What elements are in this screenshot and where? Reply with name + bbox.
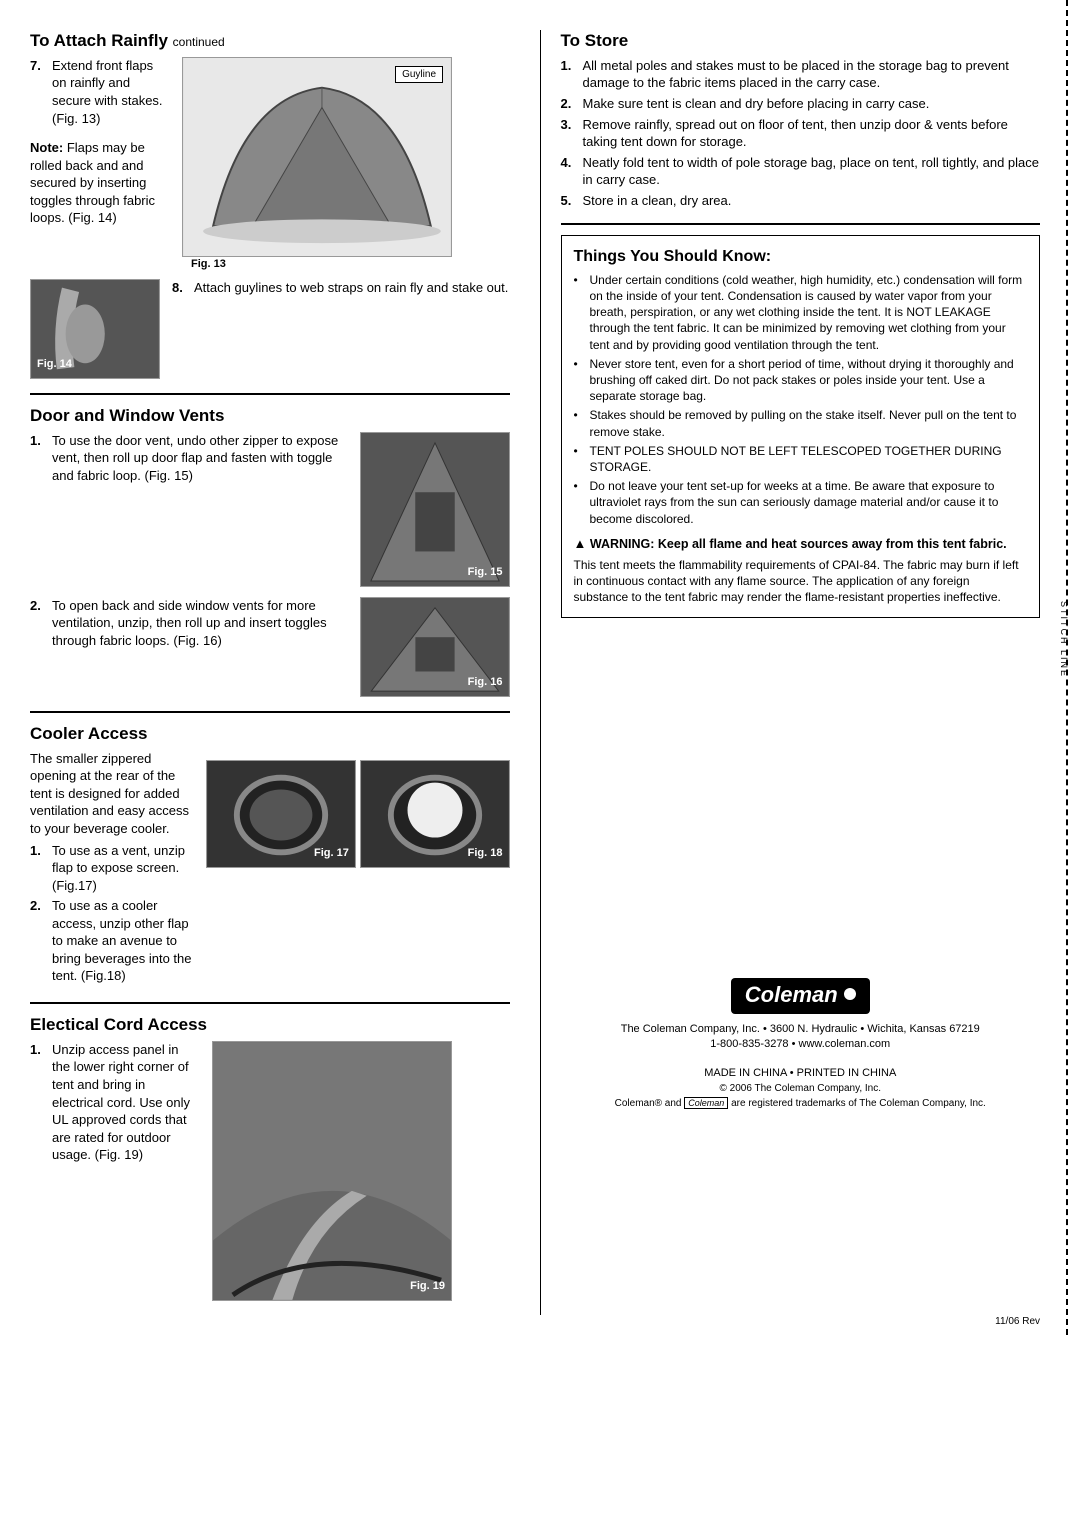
step-number: 1. xyxy=(30,842,52,895)
fig18-image: Fig. 18 xyxy=(360,760,510,868)
warning-text: WARNING: Keep all flame and heat sources… xyxy=(590,537,1007,551)
note-label: Note: xyxy=(30,140,63,155)
rainfly-section: To Attach Rainfly continued 7. Extend fr… xyxy=(30,30,510,379)
fig13-image: Guyline Fig. 13 xyxy=(182,57,452,257)
bullet-icon: • xyxy=(574,356,590,405)
footer-phone: 1-800-835-3278 • www.coleman.com xyxy=(710,1038,890,1050)
continued-label: continued xyxy=(173,35,225,49)
vents-title: Door and Window Vents xyxy=(30,405,510,428)
fig15-image: Fig. 15 xyxy=(360,432,510,587)
step-text: Make sure tent is clean and dry before p… xyxy=(583,95,1041,113)
revision: 11/06 Rev xyxy=(995,1315,1040,1329)
coleman-mini-logo: Coleman xyxy=(684,1097,728,1109)
fig15-caption: Fig. 15 xyxy=(468,565,503,580)
step-text: To use the door vent, undo other zipper … xyxy=(52,432,348,485)
step-number: 7. xyxy=(30,57,52,127)
coleman-logo: Coleman xyxy=(731,978,870,1014)
step-number: 1. xyxy=(561,57,583,92)
step-number: 2. xyxy=(30,897,52,985)
step-number: 8. xyxy=(172,279,194,297)
warning: ▲ WARNING: Keep all flame and heat sourc… xyxy=(574,535,1028,553)
fig14-caption: Fig. 14 xyxy=(37,357,72,372)
fig19-image: Fig. 19 xyxy=(212,1041,452,1301)
rainfly-title: To Attach Rainfly continued xyxy=(30,30,510,53)
bullet-text: Never store tent, even for a short perio… xyxy=(590,356,1028,405)
stitch-line: STITCH LINE xyxy=(1066,0,1068,1335)
step-number: 2. xyxy=(30,597,52,650)
fig13-caption: Fig. 13 xyxy=(191,257,226,272)
cooler-section: Cooler Access The smaller zippered openi… xyxy=(30,723,510,988)
footer-made: MADE IN CHINA • PRINTED IN CHINA xyxy=(704,1067,896,1079)
fig16-caption: Fig. 16 xyxy=(468,675,503,690)
electrical-title: Electical Cord Access xyxy=(30,1014,510,1037)
step-text: Unzip access panel in the lower right co… xyxy=(52,1041,200,1164)
step-text: To use as a vent, unzip flap to expose s… xyxy=(52,842,194,895)
bullet-text: Do not leave your tent set-up for weeks … xyxy=(590,478,1028,527)
electrical-section: Electical Cord Access 1. Unzip access pa… xyxy=(30,1014,510,1301)
stitch-label: STITCH LINE xyxy=(1058,601,1070,678)
footer-address: The Coleman Company, Inc. • 3600 N. Hydr… xyxy=(621,1023,980,1035)
note: Note: Flaps may be rolled back and and s… xyxy=(30,139,170,227)
step-number: 2. xyxy=(561,95,583,113)
footer-trademark: Coleman® and Coleman are registered trad… xyxy=(615,1098,986,1109)
cooler-title: Cooler Access xyxy=(30,723,510,746)
step-number: 1. xyxy=(30,432,52,485)
fig16-image: Fig. 16 xyxy=(360,597,510,697)
step-text: To open back and side window vents for m… xyxy=(52,597,348,650)
step-text: Remove rainfly, spread out on floor of t… xyxy=(583,116,1041,151)
rainfly-title-text: To Attach Rainfly xyxy=(30,31,168,50)
step-text: Neatly fold tent to width of pole storag… xyxy=(583,154,1041,189)
fig19-caption: Fig. 19 xyxy=(410,1279,445,1294)
step-text: Extend front flaps on rainfly and secure… xyxy=(52,57,170,127)
step-number: 4. xyxy=(561,154,583,189)
fig14-image: Fig. 14 xyxy=(30,279,160,379)
warning-body: This tent meets the flammability require… xyxy=(574,557,1028,606)
step-text: Attach guylines to web straps on rain fl… xyxy=(194,279,510,297)
store-section: To Store 1.All metal poles and stakes mu… xyxy=(561,30,1041,209)
footer-copyright: © 2006 The Coleman Company, Inc. xyxy=(719,1083,881,1094)
step-number: 5. xyxy=(561,192,583,210)
warning-icon: ▲ xyxy=(574,536,587,551)
bullet-text: TENT POLES SHOULD NOT BE LEFT TELESCOPED… xyxy=(590,443,1028,475)
bullet-icon: • xyxy=(574,443,590,475)
bullet-icon: • xyxy=(574,272,590,353)
bullet-text: Stakes should be removed by pulling on t… xyxy=(590,407,1028,439)
vents-section: Door and Window Vents 1. To use the door… xyxy=(30,405,510,697)
footer: Coleman The Coleman Company, Inc. • 3600… xyxy=(561,978,1041,1111)
step-text: Store in a clean, dry area. xyxy=(583,192,1041,210)
bullet-icon: • xyxy=(574,407,590,439)
cooler-intro: The smaller zippered opening at the rear… xyxy=(30,750,194,838)
bullet-icon: • xyxy=(574,478,590,527)
fig17-caption: Fig. 17 xyxy=(314,846,349,861)
fig17-image: Fig. 17 xyxy=(206,760,356,868)
bullet-text: Under certain conditions (cold weather, … xyxy=(590,272,1028,353)
store-title: To Store xyxy=(561,30,1041,53)
know-box: Things You Should Know: •Under certain c… xyxy=(561,235,1041,618)
fig18-caption: Fig. 18 xyxy=(468,846,503,861)
step-number: 1. xyxy=(30,1041,52,1164)
step-text: All metal poles and stakes must to be pl… xyxy=(583,57,1041,92)
know-title: Things You Should Know: xyxy=(574,246,1028,268)
step-number: 3. xyxy=(561,116,583,151)
guyline-label: Guyline xyxy=(395,66,443,84)
step-text: To use as a cooler access, unzip other f… xyxy=(52,897,194,985)
